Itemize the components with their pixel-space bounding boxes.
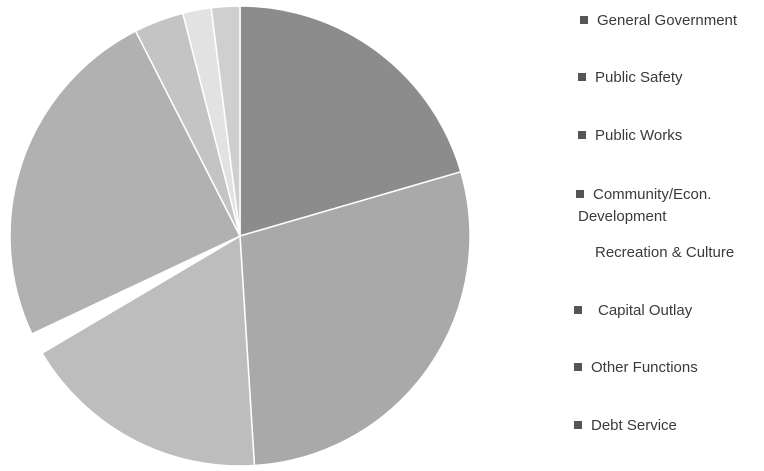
pie-slice-recreation-culture xyxy=(9,30,242,335)
pie-slice-debt-service xyxy=(210,5,241,237)
pie-slice-general-government xyxy=(239,5,462,237)
pie-slice-public-safety xyxy=(239,170,471,467)
pie-slice-public-works xyxy=(41,234,256,467)
